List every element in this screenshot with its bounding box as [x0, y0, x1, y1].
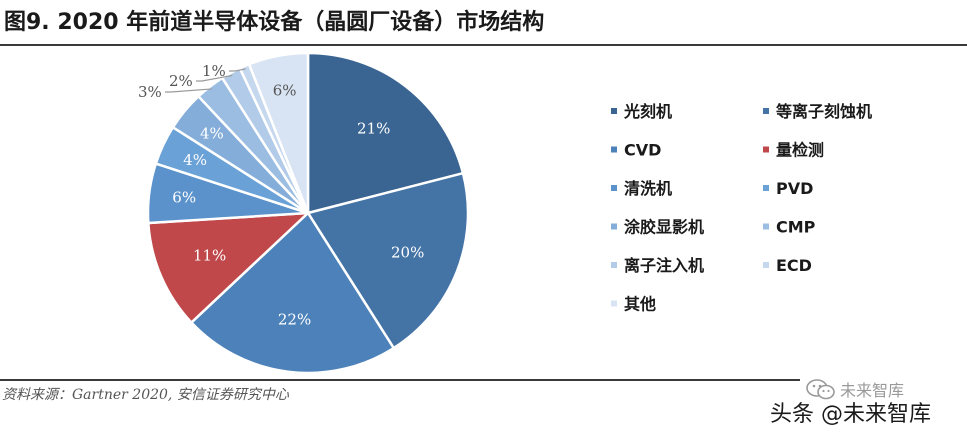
- legend-swatch-slice-8: [611, 262, 617, 268]
- legend-swatch-slice-10: [611, 300, 617, 307]
- data-label-slice-4: 6%: [172, 188, 196, 206]
- legend-label-slice-10: 其他: [624, 295, 656, 314]
- data-label-slice-2: 22%: [278, 310, 311, 328]
- legend-item-slice-7: CMP: [763, 218, 816, 237]
- wechat-icon: [806, 379, 835, 400]
- data-label-slice-7: 3%: [138, 83, 162, 101]
- legend-label-slice-8: 离子注入机: [624, 256, 704, 275]
- legend-swatch-slice-9: [763, 262, 769, 268]
- pie-chart: 21% 20% 22% 11% 6% 4% 4% 3% 2% 1% 6% 光刻机 等离子刻蚀机 CVD 量…: [138, 51, 872, 375]
- legend-item-slice-3: 量检测: [763, 141, 824, 160]
- legend-item-slice-1: 等离子刻蚀机: [763, 102, 872, 121]
- pie-slice-0: [306, 51, 465, 215]
- legend-swatch-slice-7: [763, 223, 769, 230]
- chart-title: 图9. 2020 年前道半导体设备（晶圆厂设备）市场结构: [4, 10, 545, 35]
- data-label-slice-5: 4%: [183, 151, 207, 169]
- data-label-slice-8: 2%: [169, 72, 193, 90]
- pie-slice-2: [189, 211, 396, 375]
- title-bar: 图9. 2020 年前道半导体设备（晶圆厂设备）市场结构: [0, 0, 967, 46]
- legend-label-slice-7: CMP: [776, 218, 816, 237]
- legend-swatch-slice-0: [611, 108, 617, 114]
- legend-item-slice-6: 涂胶显影机: [611, 218, 704, 237]
- leader-line-slice-7: [165, 88, 212, 93]
- legend-label-slice-6: 涂胶显影机: [624, 218, 704, 237]
- legend-label-slice-2: CVD: [624, 141, 661, 160]
- data-label-slice-6: 4%: [200, 124, 224, 142]
- legend-item-slice-0: 光刻机: [611, 102, 672, 121]
- legend-label-slice-0: 光刻机: [623, 102, 672, 121]
- legend-label-slice-5: PVD: [776, 179, 813, 198]
- watermark-bottom: 头条 @未来智库: [770, 402, 931, 427]
- legend-item-slice-5: PVD: [763, 179, 813, 198]
- leader-line-slice-9: [229, 68, 246, 72]
- pie-slice-1: [306, 171, 470, 350]
- legend-item-slice-10: 其他: [611, 295, 656, 314]
- legend-swatch-slice-1: [763, 108, 769, 114]
- data-label-slice-1: 20%: [391, 243, 424, 261]
- legend-item-slice-2: CVD: [611, 141, 661, 160]
- pie-slice-3: [146, 211, 312, 325]
- legend-label-slice-9: ECD: [776, 256, 812, 275]
- legend-label-slice-4: 清洗机: [624, 179, 672, 198]
- legend-swatch-slice-3: [763, 146, 769, 153]
- legend-swatch-slice-2: [611, 146, 617, 153]
- legend-label-slice-3: 量检测: [776, 141, 824, 160]
- legend-item-slice-8: 离子注入机: [611, 256, 704, 275]
- legend-swatch-slice-5: [763, 185, 769, 191]
- data-label-slice-3: 11%: [193, 247, 226, 265]
- source-note: 资料来源：Gartner 2020, 安信证券研究中心: [2, 387, 289, 403]
- legend-item-slice-4: 清洗机: [611, 179, 672, 198]
- legend-swatch-slice-6: [611, 223, 617, 230]
- pie-slice-10: [247, 51, 310, 214]
- data-label-slice-10: 6%: [273, 81, 297, 99]
- watermark-top: 未来智库: [840, 381, 905, 400]
- legend-label-slice-1: 等离子刻蚀机: [775, 102, 872, 121]
- footer-divider: [0, 379, 800, 381]
- legend-swatch-slice-4: [611, 185, 617, 191]
- data-label-slice-0: 21%: [357, 119, 390, 137]
- legend-item-slice-9: ECD: [763, 256, 812, 275]
- leader-line-slice-8: [196, 74, 233, 82]
- data-label-slice-9: 1%: [202, 62, 226, 80]
